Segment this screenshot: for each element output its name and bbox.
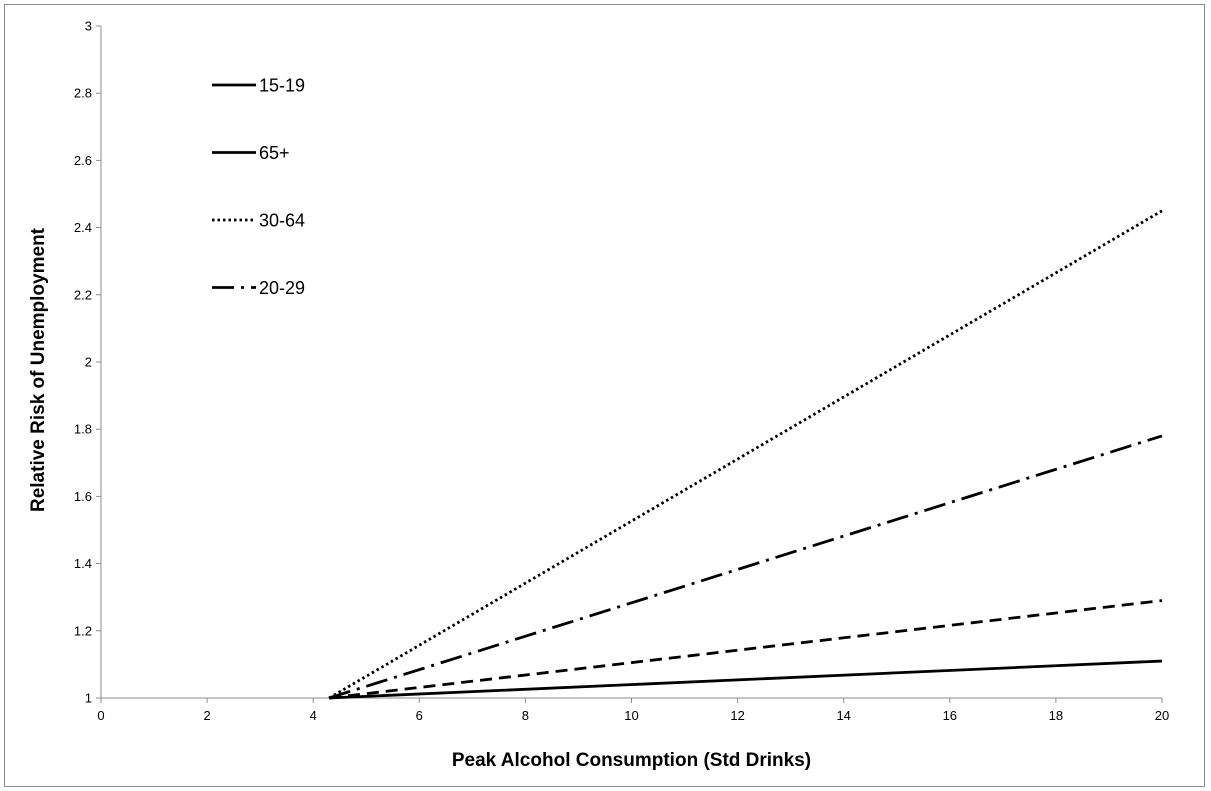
- series-lines: [328, 209, 1163, 700]
- x-tick-label: 18: [1049, 708, 1063, 723]
- x-tick-label: 2: [203, 708, 210, 723]
- y-tick-label: 2.8: [74, 86, 92, 101]
- y-tick-label: 1.6: [74, 489, 92, 504]
- x-tick-label: 16: [943, 708, 957, 723]
- series-line-65: [328, 599, 1163, 700]
- chart-frame: [4, 4, 1205, 787]
- legend-label: 20-29: [259, 278, 305, 298]
- x-tick-label: 4: [310, 708, 317, 723]
- y-tick-label: 1.2: [74, 623, 92, 638]
- y-tick-label: 2: [85, 355, 92, 370]
- y-axis-title: Relative Risk of Unemployment: [28, 227, 49, 512]
- y-tick-label: 1.8: [74, 422, 92, 437]
- series-line-30-64: [328, 209, 1163, 700]
- legend: 15-19 65+ 30-64 20-29: [212, 76, 305, 298]
- legend-label: 65+: [259, 143, 290, 163]
- x-tick-label: 14: [836, 708, 850, 723]
- series-line-20-29: [328, 434, 1163, 700]
- y-tick-label: 3: [85, 19, 92, 34]
- legend-label: 15-19: [259, 76, 305, 96]
- axes: 0 2 4 6 8 10 12 14 16 18 20 1 1.2 1.4 1.6 1.8 2 2.2 2.4 2.6…: [74, 19, 1169, 724]
- y-tick-label: 2.2: [74, 287, 92, 302]
- x-tick-label: 12: [730, 708, 744, 723]
- series-line-15-19: [329, 659, 1163, 700]
- x-tick-label: 20: [1155, 708, 1169, 723]
- y-tick-label: 1.4: [74, 556, 92, 571]
- y-tick-label: 2.6: [74, 153, 92, 168]
- y-tick-label: 2.4: [74, 220, 92, 235]
- x-axis-title: Peak Alcohol Consumption (Std Drinks): [452, 750, 811, 771]
- legend-label: 30-64: [259, 211, 305, 231]
- x-tick-label: 10: [624, 708, 638, 723]
- x-tick-label: 8: [522, 708, 529, 723]
- x-tick-label: 6: [416, 708, 423, 723]
- y-tick-label: 1: [85, 691, 92, 706]
- x-tick-label: 0: [97, 708, 104, 723]
